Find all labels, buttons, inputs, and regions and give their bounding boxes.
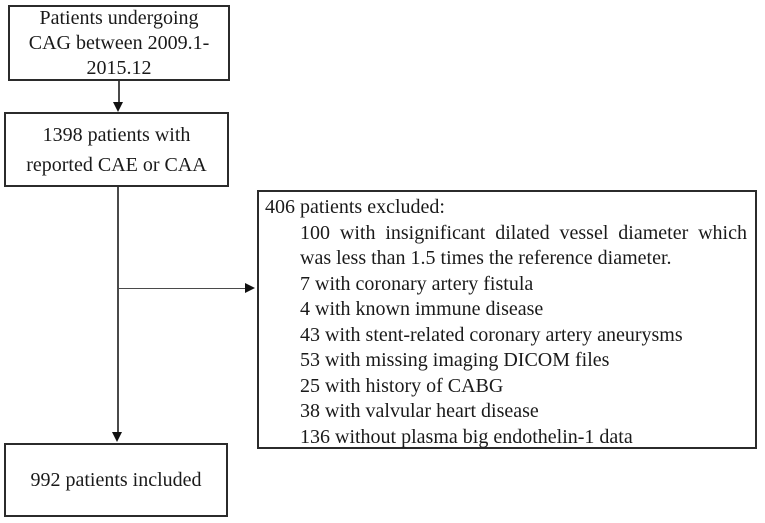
box-patients-excluded: 406 patients excluded: 100 with insignif…: [257, 190, 757, 449]
excluded-header: 406 patients excluded:: [265, 196, 445, 218]
arrowhead-right-icon: [245, 282, 255, 293]
box-text-line: 2015.12: [86, 56, 152, 79]
box-text-line: reported CAE or CAA: [26, 153, 207, 176]
connector-branch-to-excluded: [118, 287, 246, 290]
excluded-item: 53 with missing imaging DICOM files: [300, 349, 610, 371]
box-text-line: Patients undergoing: [39, 6, 199, 29]
excluded-item: 7 with coronary artery fistula: [300, 272, 534, 295]
excluded-item: 38 with valvular heart disease: [300, 400, 539, 422]
excluded-item: 136 without plasma big endothelin-1 data: [300, 425, 633, 448]
excluded-item: 25 with history of CABG: [300, 374, 504, 397]
arrowhead-down-icon: [111, 432, 122, 442]
box-text-line: 1398 patients with: [42, 123, 191, 146]
box-text-line: CAG between 2009.1-: [28, 31, 210, 54]
box-patients-included: 992 patients included: [4, 443, 228, 517]
box-reported-cae-caa: 1398 patients with reported CAE or CAA: [4, 112, 229, 187]
excluded-item: 43 with stent-related coronary artery an…: [300, 323, 683, 346]
box-patients-undergoing-cag: Patients undergoing CAG between 2009.1- …: [8, 5, 230, 81]
excluded-item: 100 with insignificant dilated vessel di…: [300, 221, 747, 270]
arrowhead-down-icon: [112, 102, 123, 112]
connector-reported-to-included: [117, 187, 119, 434]
box-text-line: 992 patients included: [30, 469, 202, 491]
connector-start-to-reported: [118, 81, 120, 104]
excluded-item: 4 with known immune disease: [300, 298, 544, 320]
